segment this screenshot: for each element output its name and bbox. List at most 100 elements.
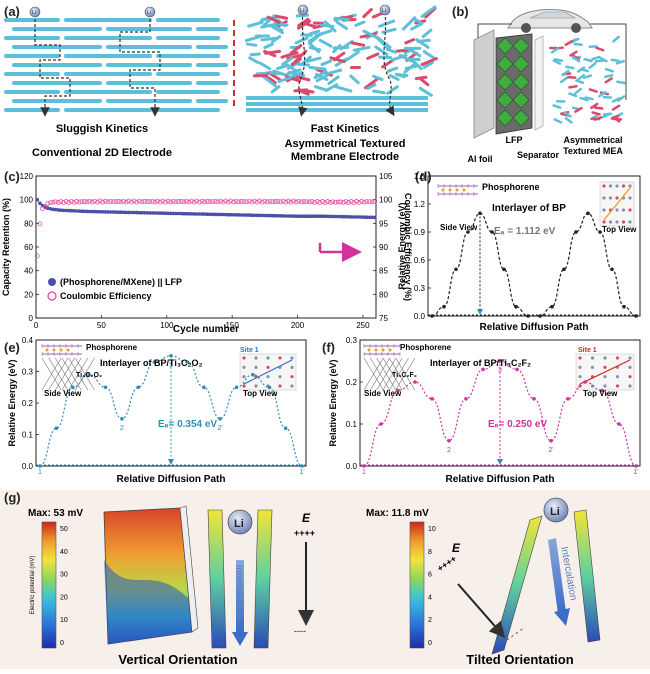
panel-d-side-view-label: Side View <box>440 223 478 232</box>
layer-flake-blue <box>380 21 394 26</box>
panel-e-side-view-label: Side View <box>44 389 82 398</box>
panel-c-y-tick-label: 40 <box>24 267 33 276</box>
panel-f-top-view-inset <box>576 354 634 390</box>
top-view-atom <box>628 220 631 223</box>
layer-flake-red <box>368 54 378 58</box>
top-view-atom <box>591 356 594 359</box>
panel-d-y-tick-label: 0.0 <box>414 312 426 321</box>
ce-point <box>247 199 251 203</box>
panel-e-phosphorene-label: Phosphorene <box>86 343 138 352</box>
ce-point <box>360 199 364 203</box>
top-view-atom <box>266 356 269 359</box>
panel-d-ea: Eₐ = 1.112 eV <box>494 226 556 237</box>
layer-flake-blue <box>406 66 417 69</box>
mea-flake-blue <box>604 114 611 115</box>
panel-c-y-tick-label: 20 <box>24 290 33 299</box>
panel-f-y-tick-label: 0.2 <box>346 378 358 387</box>
ce-point <box>263 199 267 203</box>
mea-flake-blue <box>585 59 592 61</box>
panel-f-energy-point <box>515 368 519 372</box>
panel-d-ylabel: Relative Energy (eV) <box>397 202 407 289</box>
mea-flake-blue <box>581 69 588 71</box>
panel-e-energy-point <box>218 417 222 421</box>
layer-flake-blue <box>374 91 385 93</box>
ce-point <box>153 200 157 204</box>
ce-point <box>59 200 63 204</box>
ce-point <box>192 200 196 204</box>
ce-point <box>326 200 330 204</box>
mea-flake-red <box>590 89 597 91</box>
tilted-field-label: E <box>452 541 461 555</box>
layer-flake-blue <box>246 36 261 41</box>
layer-flake-blue <box>420 88 431 95</box>
top-view-atom <box>591 366 594 369</box>
panel-f-y-tick-label: 0.1 <box>346 420 358 429</box>
ce-point <box>98 199 102 203</box>
panel-d-energy-point <box>574 230 578 234</box>
ce-point <box>190 199 194 203</box>
top-view-atom <box>578 375 581 378</box>
layer-flake-blue <box>250 58 258 63</box>
ce-point <box>310 200 314 204</box>
panel-f-ea: Eₐ= 0.250 eV <box>488 419 547 430</box>
panel-f-site-label: 2 <box>447 447 451 454</box>
top-view-atom <box>254 384 257 387</box>
layer-flake-blue <box>298 64 308 65</box>
legend-ce-marker <box>48 292 56 300</box>
panel-e-y-tick-label: 0.0 <box>22 462 34 471</box>
colorbar-tick-label: 4 <box>428 594 432 601</box>
svg-text:Li: Li <box>32 10 36 16</box>
ce-point <box>218 199 222 203</box>
ce-point <box>260 200 264 204</box>
svg-text:Li: Li <box>147 10 151 16</box>
panel-e-energy-point <box>235 386 239 390</box>
panel-c-x-tick-label: 0 <box>34 321 39 330</box>
ce-point <box>184 199 188 203</box>
ce-point <box>166 199 170 203</box>
mea-label-1: Asymmetrical <box>563 135 622 145</box>
top-view-atom <box>628 208 631 211</box>
mea-flake-red <box>613 106 619 110</box>
panel-a: (a) Li Li Li Li Sluggish Kinetics Conven… <box>4 4 436 163</box>
panel-f-ylabel: Relative Energy (eV) <box>328 359 338 446</box>
layer-flake-blue <box>296 38 307 43</box>
panel-f-site-label: 3 <box>498 367 502 374</box>
mea-flake-red <box>595 108 602 109</box>
layer-flake-red <box>420 78 428 85</box>
top-view-atom <box>266 366 269 369</box>
ce-point <box>56 200 60 204</box>
panel-f-site-label: 1' <box>633 469 638 476</box>
panel-d-energy-point <box>514 305 518 309</box>
ce-point <box>135 200 139 204</box>
layer-flake-red <box>295 90 307 91</box>
panel-e-xlabel: Relative Diffusion Path <box>117 474 226 485</box>
layer-flake-blue <box>390 76 398 80</box>
panel-c-xlabel: Cycle number <box>173 324 239 335</box>
panel-c-x-tick-label: 250 <box>356 321 370 330</box>
textured-electrode-title-2: Membrane Electrode <box>291 151 399 163</box>
panel-c-y-tick-label: 120 <box>20 172 34 181</box>
top-view-atom <box>290 366 293 369</box>
ce-point <box>357 200 361 204</box>
mea-flake-blue <box>555 119 561 122</box>
layer-flake-blue <box>310 67 325 69</box>
li-site <box>46 349 49 352</box>
ce-point <box>90 200 94 204</box>
top-view-atom <box>242 356 245 359</box>
li-site <box>53 349 56 352</box>
vertical-li-ion: Li <box>228 510 252 534</box>
mea-flake-blue <box>555 59 562 60</box>
panel-f-xlabel: Relative Diffusion Path <box>446 474 555 485</box>
panel-e-site-label: 1' <box>299 469 304 476</box>
mea-flake-blue <box>566 67 573 68</box>
panel-c-x-tick-label: 200 <box>291 321 305 330</box>
left-max-label: Max: 53 mV <box>28 508 83 519</box>
mea-flake-red <box>569 86 576 87</box>
mea-flake-blue <box>566 118 572 122</box>
panel-g-label: (g) <box>4 490 21 505</box>
colorbar-tick-label: 50 <box>60 526 68 533</box>
panel-f-energy-point <box>549 439 553 443</box>
ce-point <box>313 200 317 204</box>
panel-d-energy-point <box>454 268 458 272</box>
ce-point <box>294 200 298 204</box>
